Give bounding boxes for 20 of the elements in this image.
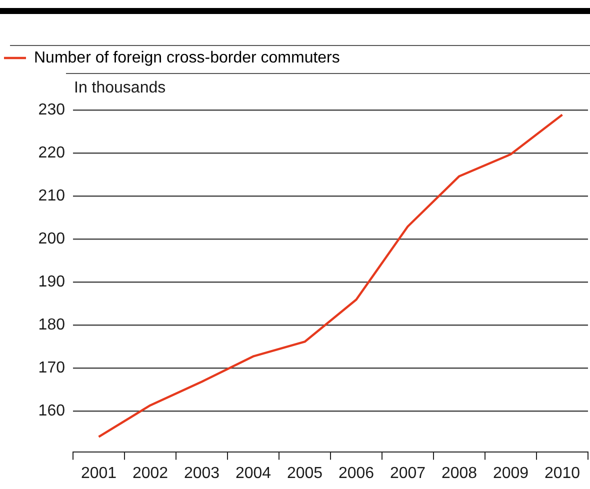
x-tick-label: 2002 xyxy=(132,464,168,482)
y-tick-label: 200 xyxy=(38,230,66,248)
y-tick-label: 170 xyxy=(38,359,66,376)
x-tick-label: 2003 xyxy=(184,464,220,482)
y-tick-label: 160 xyxy=(38,402,66,420)
x-tick-label: 2010 xyxy=(544,464,580,482)
x-tick-label: 2001 xyxy=(80,464,117,482)
x-tick-label: 2008 xyxy=(441,464,478,482)
legend-label: Number of foreign cross-border commuters xyxy=(34,49,340,66)
x-tick-label: 2006 xyxy=(338,464,374,482)
x-tick-label: 2009 xyxy=(492,464,529,482)
y-tick-label: 190 xyxy=(38,273,66,290)
y-tick-label: 220 xyxy=(38,144,66,162)
x-tick-label: 2004 xyxy=(235,464,272,482)
x-tick-label: 2005 xyxy=(286,464,323,482)
y-tick-label: 180 xyxy=(38,316,66,334)
y-tick-label: 210 xyxy=(38,187,66,204)
y-axis-title: In thousands xyxy=(74,79,166,96)
x-tick-label: 2007 xyxy=(390,464,426,482)
y-tick-label: 230 xyxy=(38,101,66,118)
